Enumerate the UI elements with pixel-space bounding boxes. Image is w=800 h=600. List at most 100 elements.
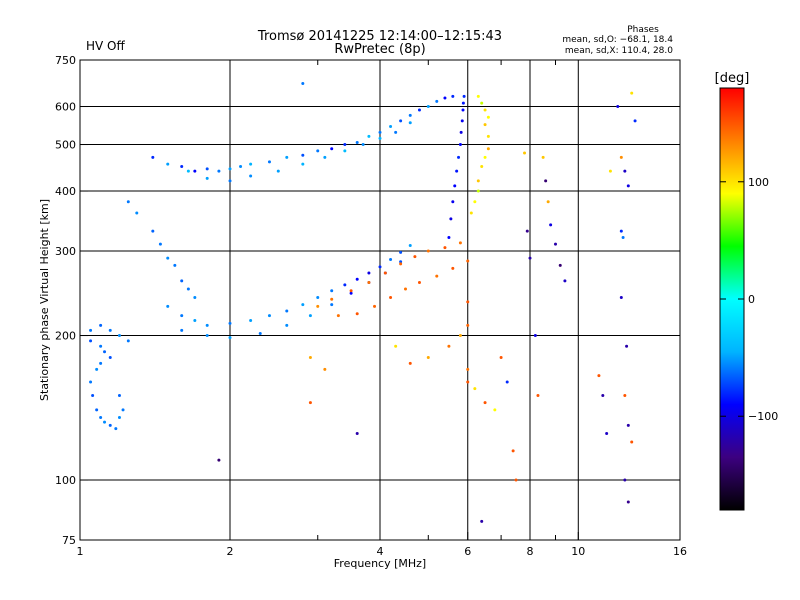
echo-point (528, 256, 532, 260)
x-tick-label: 2 (227, 545, 234, 558)
echo-point (193, 296, 197, 300)
echo-point (108, 423, 112, 427)
echo-point (533, 334, 537, 338)
echo-point (205, 323, 209, 327)
echo-point (480, 164, 484, 168)
echo-point (435, 274, 439, 278)
y-tick-label: 750 (55, 54, 76, 67)
echo-point (605, 432, 609, 436)
echo-point (308, 355, 312, 359)
echo-point (549, 223, 553, 227)
y-tick-label: 100 (55, 474, 76, 487)
echo-point (626, 184, 630, 188)
echo-point (451, 266, 455, 270)
echo-point (505, 380, 509, 384)
echo-point (249, 162, 253, 166)
echo-point (558, 263, 562, 267)
echo-point (408, 244, 412, 248)
echo-point (601, 394, 605, 398)
echo-point (616, 105, 620, 109)
x-tick-label: 16 (673, 545, 687, 558)
echo-point (493, 408, 497, 412)
echo-point (361, 143, 365, 147)
echo-point (625, 344, 629, 348)
echo-point (458, 143, 462, 147)
echo-point (166, 162, 170, 166)
echo-point (378, 265, 382, 269)
echo-point (399, 260, 403, 264)
echo-point (228, 336, 232, 340)
echo-point (228, 321, 232, 325)
echo-point (166, 256, 170, 260)
echo-point (330, 289, 334, 293)
echo-point (389, 296, 393, 300)
echo-point (99, 415, 103, 419)
echo-point (626, 423, 630, 427)
echo-point (455, 169, 459, 173)
echo-point (301, 162, 305, 166)
echo-point (89, 380, 93, 384)
echo-point (394, 344, 398, 348)
echo-point (426, 105, 430, 109)
echo-point (623, 478, 627, 482)
phases-o-line: mean, sd,O: −68.1, 18.4 (562, 35, 673, 45)
echo-point (403, 287, 407, 291)
echo-points (89, 82, 637, 523)
echo-point (180, 164, 184, 168)
echo-point (621, 236, 625, 240)
echo-point (435, 99, 439, 103)
echo-point (103, 350, 107, 354)
echo-point (355, 277, 359, 281)
echo-point (389, 258, 393, 262)
echo-point (553, 242, 557, 246)
echo-point (316, 149, 320, 153)
x-axis-label: Frequency [MHz] (334, 557, 426, 570)
echo-point (285, 309, 289, 313)
axis-ticks: 1 2 4 6 8 10 16 75 100 200 300 400 500 600 750 (55, 54, 687, 558)
y-tick-label: 400 (55, 185, 76, 198)
echo-point (451, 94, 455, 98)
echo-point (619, 229, 623, 233)
echo-point (480, 519, 484, 523)
echo-point (114, 427, 118, 431)
echo-point (466, 300, 470, 304)
x-tick-label: 8 (527, 545, 534, 558)
echo-point (121, 408, 125, 412)
echo-point (367, 271, 371, 275)
y-tick-label: 600 (55, 101, 76, 114)
echo-point (355, 140, 359, 144)
echo-point (108, 355, 112, 359)
echo-point (451, 200, 455, 204)
echo-point (276, 169, 280, 173)
echo-point (473, 200, 477, 204)
y-tick-label: 300 (55, 245, 76, 258)
echo-point (608, 169, 612, 173)
phases-x-line: mean, sd,X: 110.4, 28.0 (565, 46, 673, 56)
echo-point (126, 200, 130, 204)
echo-point (383, 271, 387, 275)
echo-point (285, 155, 289, 159)
echo-point (469, 211, 473, 215)
echo-point (499, 355, 503, 359)
echo-point (95, 367, 99, 371)
echo-point (301, 82, 305, 86)
colorbar-tick-label: 100 (748, 176, 769, 189)
echo-point (466, 380, 470, 384)
echo-point (301, 153, 305, 157)
echo-point (408, 361, 412, 365)
echo-point (483, 155, 487, 159)
echo-point (217, 458, 221, 462)
echo-point (267, 160, 271, 164)
echo-point (258, 331, 262, 335)
echo-point (408, 121, 412, 125)
echo-point (443, 246, 447, 250)
echo-point (426, 355, 430, 359)
echo-point (249, 174, 253, 178)
echo-point (460, 119, 464, 123)
echo-point (99, 323, 103, 327)
echo-point (330, 297, 334, 301)
echo-point (483, 123, 487, 127)
echo-point (117, 334, 121, 338)
echo-point (623, 169, 627, 173)
echo-point (180, 314, 184, 318)
